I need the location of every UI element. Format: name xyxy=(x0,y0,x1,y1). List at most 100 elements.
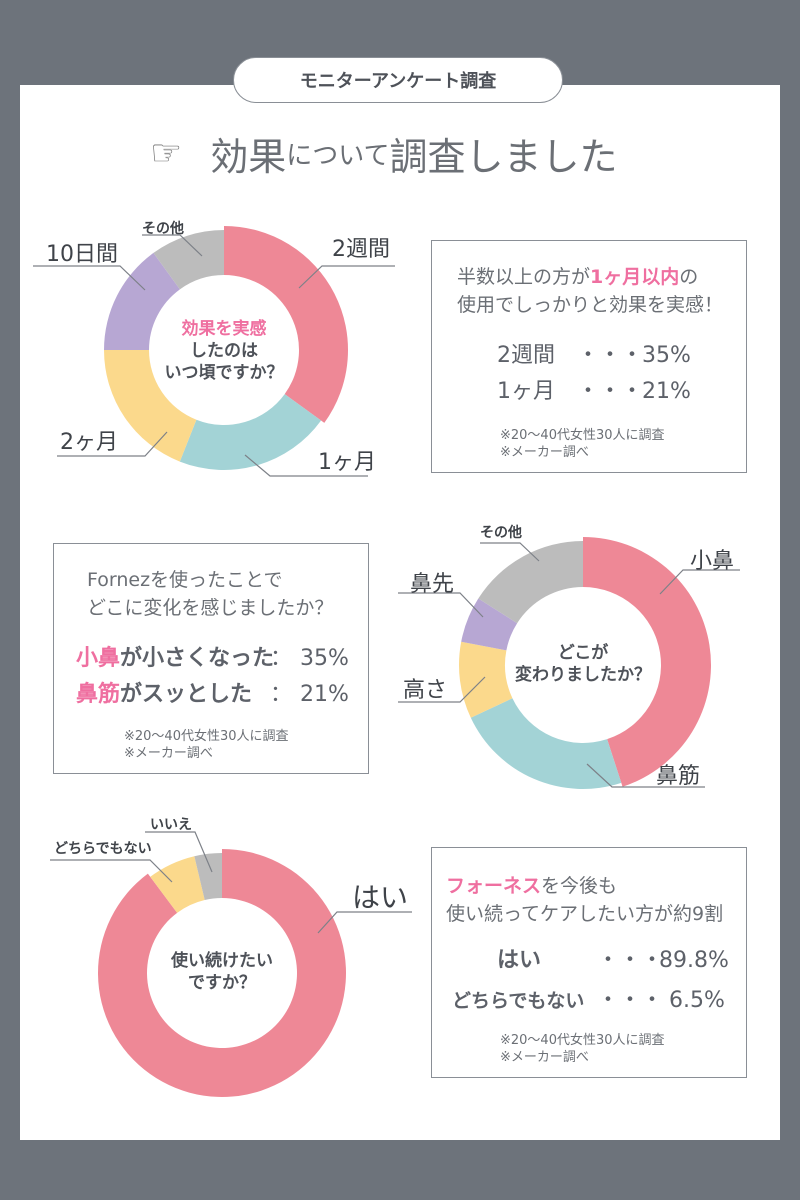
chart1-slice-4 xyxy=(153,230,224,290)
chart2-leader-line-4 xyxy=(480,542,540,562)
box2-headline: Fornezを使ったことで どこに変化を感じましたか？ xyxy=(87,566,368,622)
chart2-slice-0 xyxy=(583,537,711,787)
row-value: 35% xyxy=(300,646,349,671)
chart2-slice-1 xyxy=(470,698,622,789)
chart1-slice-0 xyxy=(224,226,348,423)
chart2-slice-4 xyxy=(478,541,583,624)
box3-headline: フォーネスを今後も 使い続ってケアしたい方が約9割 xyxy=(446,872,746,928)
chart1-leader-line-3 xyxy=(33,265,146,291)
page-title: ☞ 効果 について 調査しました xyxy=(150,128,670,179)
chart3-slice-2 xyxy=(194,853,222,901)
chart2-label-alar: 小鼻 xyxy=(690,549,735,574)
chart1-center-line1: 効果を実感 xyxy=(181,319,267,339)
chart2-leader-line-0 xyxy=(659,569,740,595)
chart1-slice-3 xyxy=(104,252,180,350)
title-part-1: 効果 xyxy=(210,134,287,179)
chart3-leader-line-2 xyxy=(145,831,213,873)
box1-line1-highlight: 1ヶ月以内 xyxy=(590,266,680,288)
box3-line2: 使い続ってケアしたい方が約9割 xyxy=(446,903,724,925)
chart1-center-line2: したのは xyxy=(190,341,258,361)
box1-line1-b: の xyxy=(679,266,699,288)
chart3-label-no: いいえ xyxy=(150,817,192,833)
title-part-3: 調査しました xyxy=(389,134,618,179)
row-label: はい xyxy=(497,948,542,973)
chart3-label-neither: どちらでもない xyxy=(54,841,152,857)
chart3-slice-0 xyxy=(97,849,346,1097)
row-label: どちらでもない xyxy=(452,990,585,1012)
box1-row: 2週間 ・・・35% xyxy=(497,337,691,369)
box1-line2: 使用でしっかりと効果を実感！ xyxy=(457,294,724,316)
row-sep: ・・・ xyxy=(577,343,644,368)
chart1-slice-2 xyxy=(104,350,197,462)
box1-headline: 半数以上の方が1ヶ月以内の 使用でしっかりと効果を実感！ xyxy=(457,263,746,319)
row-value: 35% xyxy=(642,343,691,368)
chart3-center-line1: 使い続けたい xyxy=(171,951,273,971)
summary-box-continue: フォーネスを今後も 使い続ってケアしたい方が約9割 はい ・・・89.8% どちら… xyxy=(431,847,747,1078)
chart2-center-text: どこが 変わりましたか？ xyxy=(508,642,658,686)
note-maker: ※メーカー調べ xyxy=(124,746,213,761)
box1-line1-a: 半数以上の方が xyxy=(457,266,591,288)
chart1-leader-line-0 xyxy=(298,265,395,289)
chart2-leader-line-1 xyxy=(586,763,705,788)
chart2-leader-line-2 xyxy=(398,676,486,703)
chart2-label-tip: 鼻先 xyxy=(410,572,455,597)
box1-notes: ※20〜40代女性30人に調査 ※メーカー調べ xyxy=(500,427,665,461)
row-sep: ： xyxy=(270,682,293,707)
box3-line1-highlight: フォーネス xyxy=(446,875,542,897)
chart1-leader-line-4 xyxy=(142,234,203,257)
survey-pill-label: モニターアンケート調査 xyxy=(233,57,563,103)
row-sep: ・・・ xyxy=(597,948,664,973)
row-sep: ・・・ xyxy=(597,988,664,1013)
chart2-label-height: 高さ xyxy=(403,678,448,703)
chart1-label-2months: 2ヶ月 xyxy=(60,430,118,455)
row-sep: ： xyxy=(270,646,293,671)
box3-line1-b: を今後も xyxy=(541,875,618,897)
chart2-center-line2: 変わりましたか？ xyxy=(515,665,651,685)
chart1-label-1month: 1ヶ月 xyxy=(318,450,376,475)
row-label: がスッとした xyxy=(120,682,253,707)
chart1-leader-line-2 xyxy=(57,431,168,457)
box2-line2: どこに変化を感じましたか？ xyxy=(87,597,334,619)
box2-row: 鼻筋がスッとした ： 21% xyxy=(76,676,349,708)
chart1-center-line3: いつ頃ですか？ xyxy=(164,363,284,383)
note-survey: ※20〜40代女性30人に調査 xyxy=(500,428,665,443)
note-survey: ※20〜40代女性30人に調査 xyxy=(500,1033,665,1048)
box1-row: 1ヶ月 ・・・21% xyxy=(497,373,691,405)
box3-row: はい ・・・89.8% xyxy=(452,942,729,974)
note-survey: ※20〜40代女性30人に調査 xyxy=(124,729,289,744)
summary-box-change: Fornezを使ったことで どこに変化を感じましたか？ 小鼻が小さくなった： 35… xyxy=(53,543,369,774)
note-maker: ※メーカー調べ xyxy=(500,445,589,460)
chart3-leader-line-1 xyxy=(50,859,173,883)
chart2-leader-line-3 xyxy=(398,592,484,618)
chart1-label-10days: 10日間 xyxy=(46,242,118,267)
chart3-center-text: 使い続けたい ですか？ xyxy=(147,950,297,994)
box2-notes: ※20〜40代女性30人に調査 ※メーカー調べ xyxy=(124,728,289,762)
row-label: 1ヶ月 xyxy=(497,379,555,404)
box2-row: 小鼻が小さくなった： 35% xyxy=(76,640,349,672)
chart2-slice-3 xyxy=(461,598,518,651)
row-label: が小さくなった xyxy=(120,646,275,671)
chart1-label-other: その他 xyxy=(142,221,184,237)
chart1-leader-line-1 xyxy=(244,454,368,477)
row-value: 89.8% xyxy=(659,948,729,973)
pointing-hand-icon: ☞ xyxy=(150,132,183,174)
title-part-2: について xyxy=(286,140,390,171)
chart2-label-other: その他 xyxy=(480,525,522,541)
chart1-label-2weeks: 2週間 xyxy=(332,237,390,262)
row-highlight: 小鼻 xyxy=(76,646,121,671)
row-value: 21% xyxy=(642,379,691,404)
summary-box-timing: 半数以上の方が1ヶ月以内の 使用でしっかりと効果を実感！ 2週間 ・・・35% 1… xyxy=(431,240,747,473)
chart2-center-line1: どこが xyxy=(557,643,609,663)
box3-row: どちらでもない ・・・ 6.5% xyxy=(452,982,725,1014)
chart3-center-line2: ですか？ xyxy=(188,973,256,993)
chart2-slice-2 xyxy=(459,641,513,718)
row-sep: ・・・ xyxy=(577,379,644,404)
chart3-label-yes: はい xyxy=(352,881,409,914)
box2-line1: Fornezを使ったことで xyxy=(87,569,283,591)
row-value: 21% xyxy=(300,682,349,707)
row-label: 2週間 xyxy=(497,343,555,368)
chart1-center-text: 効果を実感 したのは いつ頃ですか？ xyxy=(149,318,299,384)
box3-notes: ※20〜40代女性30人に調査 ※メーカー調べ xyxy=(500,1032,665,1066)
row-value: 6.5% xyxy=(669,988,725,1013)
